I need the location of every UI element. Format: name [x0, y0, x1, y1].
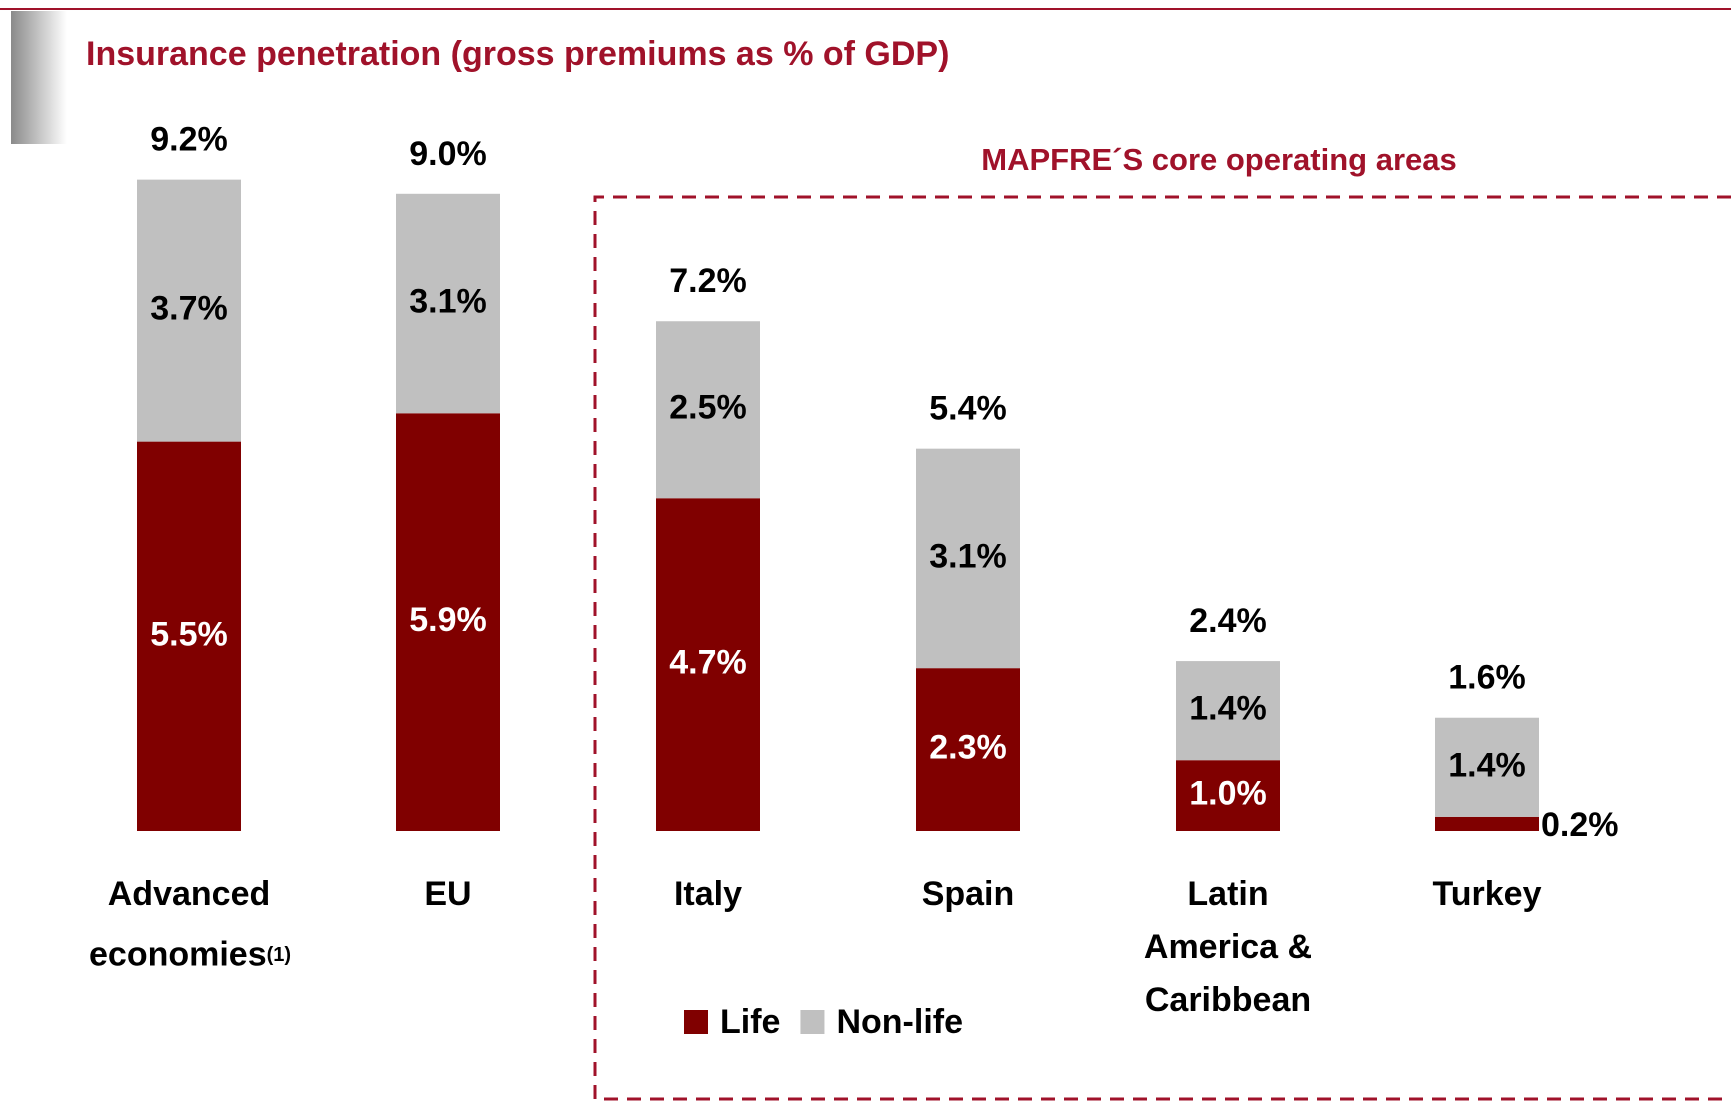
category-label: Italy — [608, 868, 808, 921]
total-label: 2.4% — [1189, 602, 1267, 640]
category-text: Latin America & Caribbean — [1143, 875, 1313, 1019]
value-label: 3.7% — [150, 290, 228, 328]
top-rule — [0, 8, 1731, 10]
bar-segment — [916, 448, 1020, 669]
legend-swatch — [800, 1010, 825, 1034]
bar-segment — [1435, 816, 1539, 831]
category-text: EU — [424, 875, 472, 913]
core-areas-box — [593, 195, 1731, 1101]
category-label: Latin America & Caribbean — [1128, 868, 1328, 1027]
annotation: MAPFRE´S core operating areas — [981, 142, 1456, 177]
legend-label: Non-life — [836, 1003, 963, 1041]
value-label: 2.5% — [669, 389, 747, 427]
value-label: 1.0% — [1189, 775, 1267, 813]
category-text: Italy — [673, 875, 743, 913]
value-label: 0.2% — [1541, 806, 1619, 844]
bar-segment — [137, 179, 241, 442]
bar-segment — [137, 441, 241, 831]
total-label: 9.2% — [150, 121, 228, 159]
bar-segment — [1176, 661, 1280, 761]
value-label: 5.9% — [409, 601, 487, 639]
value-label: 1.4% — [1448, 746, 1526, 784]
bar-segment — [396, 413, 500, 831]
value-label: 4.7% — [669, 644, 747, 682]
total-label: 9.0% — [409, 135, 487, 173]
bar-segment — [1176, 760, 1280, 831]
category-label: EU — [348, 868, 548, 921]
value-label: 3.1% — [409, 283, 487, 321]
total-label: 7.2% — [669, 262, 747, 300]
bar-segment — [656, 321, 760, 499]
chart-title: Insurance penetration (gross premiums as… — [86, 35, 949, 73]
bar-segment — [1435, 717, 1539, 817]
total-label: 5.4% — [929, 390, 1007, 428]
category-text: Advanced economies — [89, 875, 271, 974]
bar-segment — [656, 498, 760, 831]
bar-segment — [396, 193, 500, 414]
category-label: Turkey — [1387, 868, 1587, 921]
value-label: 3.1% — [929, 537, 1007, 575]
value-label: 5.5% — [150, 615, 228, 653]
category-label: Advanced economies(1) — [89, 868, 292, 981]
category-text: Spain — [921, 875, 1015, 913]
footnote-mark: (1) — [266, 944, 292, 966]
category-text: Turkey — [1432, 875, 1542, 913]
bar-segment — [916, 668, 1020, 831]
value-label: 1.4% — [1189, 690, 1267, 728]
header-decoration — [11, 11, 67, 144]
category-label: Spain — [868, 868, 1068, 921]
value-label: 2.3% — [929, 729, 1007, 767]
legend-label: Life — [720, 1003, 780, 1041]
total-label: 1.6% — [1448, 659, 1526, 697]
legend-swatch — [684, 1010, 708, 1034]
